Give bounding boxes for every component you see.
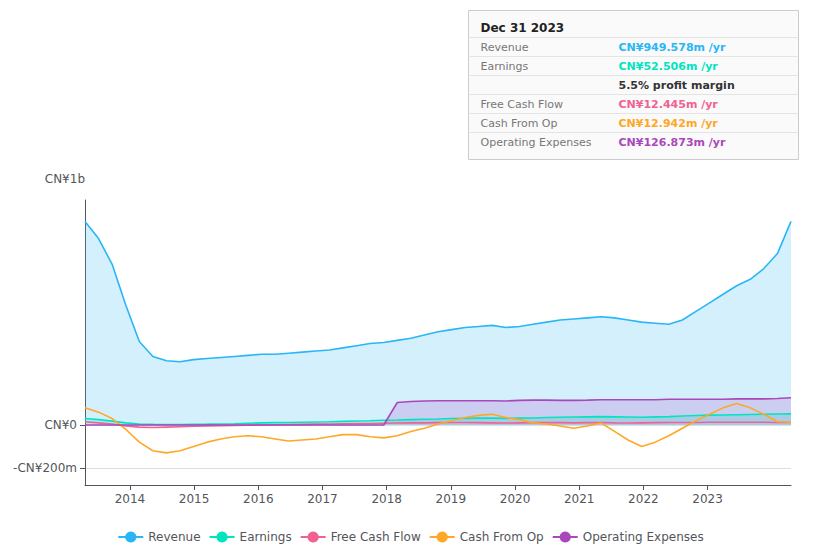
svg-text:Cash From Op: Cash From Op xyxy=(481,117,558,130)
svg-text:CN¥52.506m /yr: CN¥52.506m /yr xyxy=(619,60,719,73)
svg-text:2015: 2015 xyxy=(179,492,210,506)
svg-text:2016: 2016 xyxy=(243,492,274,506)
svg-text:CN¥126.873m /yr: CN¥126.873m /yr xyxy=(619,136,727,149)
svg-text:Revenue: Revenue xyxy=(481,41,529,54)
svg-text:Earnings: Earnings xyxy=(240,530,292,544)
svg-text:CN¥0: CN¥0 xyxy=(44,418,77,432)
svg-text:2017: 2017 xyxy=(307,492,338,506)
svg-text:2021: 2021 xyxy=(564,492,595,506)
svg-text:2022: 2022 xyxy=(628,492,659,506)
svg-text:Earnings: Earnings xyxy=(481,60,529,73)
svg-text:Cash From Op: Cash From Op xyxy=(460,530,544,544)
svg-text:2014: 2014 xyxy=(115,492,146,506)
svg-text:CN¥1b: CN¥1b xyxy=(45,172,85,186)
svg-text:2023: 2023 xyxy=(692,492,723,506)
svg-text:Revenue: Revenue xyxy=(148,530,200,544)
svg-text:Operating Expenses: Operating Expenses xyxy=(583,530,704,544)
svg-text:Operating Expenses: Operating Expenses xyxy=(481,136,592,149)
svg-text:5.5% profit margin: 5.5% profit margin xyxy=(619,79,735,92)
svg-text:Free Cash Flow: Free Cash Flow xyxy=(481,98,564,111)
svg-text:Dec 31 2023: Dec 31 2023 xyxy=(481,21,565,35)
svg-text:CN¥949.578m /yr: CN¥949.578m /yr xyxy=(619,41,727,54)
svg-text:-CN¥200m: -CN¥200m xyxy=(13,461,77,475)
svg-text:Free Cash Flow: Free Cash Flow xyxy=(331,530,421,544)
svg-text:2019: 2019 xyxy=(436,492,467,506)
svg-text:2020: 2020 xyxy=(500,492,531,506)
svg-text:CN¥12.445m /yr: CN¥12.445m /yr xyxy=(619,98,719,111)
svg-text:2018: 2018 xyxy=(371,492,402,506)
svg-text:CN¥12.942m /yr: CN¥12.942m /yr xyxy=(619,117,719,130)
